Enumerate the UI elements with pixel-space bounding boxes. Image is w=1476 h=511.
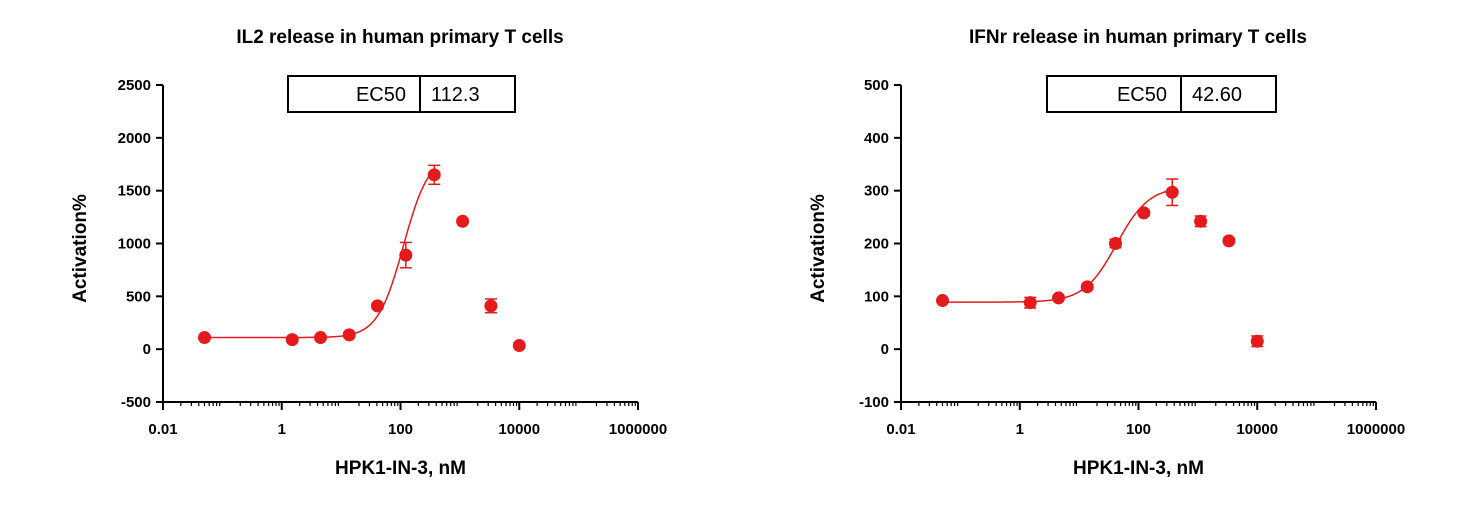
- data-point: [1137, 206, 1151, 220]
- y-tick-label: 1500: [118, 183, 151, 200]
- x-axis-label: HPK1-IN-3, nM: [335, 458, 466, 479]
- x-axis-label: HPK1-IN-3, nM: [1073, 458, 1204, 479]
- data-point: [198, 331, 212, 345]
- data-point: [936, 294, 950, 308]
- data-point: [456, 214, 470, 228]
- chart-svg-ifnr: IFNr release in human primary T cells -10…: [808, 27, 1405, 479]
- data-point: [371, 299, 385, 313]
- y-tick-label: 100: [864, 288, 889, 305]
- y-tick-label: 400: [864, 130, 889, 147]
- x-tick-label: 0.01: [886, 421, 915, 438]
- chart-svg-il2: IL2 release in human primary T cells -500…: [70, 27, 667, 479]
- y-tick-label: 300: [864, 183, 889, 200]
- x-tick-label: 10000: [1236, 421, 1278, 438]
- data-point: [1109, 237, 1123, 250]
- y-tick-label: 0: [143, 341, 151, 358]
- x-tick-label: 100: [1126, 421, 1151, 438]
- x-tick-label: 10000: [498, 421, 540, 438]
- x-tick-label: 1000000: [609, 421, 667, 438]
- data-point: [484, 299, 498, 313]
- y-tick-label: 500: [126, 288, 151, 305]
- ec50-label: EC50: [356, 84, 406, 106]
- data-point: [314, 331, 328, 345]
- data-point: [342, 328, 356, 342]
- chart-title: IFNr release in human primary T cells: [969, 27, 1307, 48]
- data-point: [1080, 280, 1094, 294]
- data-point: [1194, 214, 1208, 228]
- y-tick-label: -500: [121, 394, 151, 411]
- y-tick-label: 0: [881, 341, 889, 358]
- ec50-box: [1046, 75, 1277, 113]
- x-tick-label: 1000000: [1347, 421, 1405, 438]
- chart-title: IL2 release in human primary T cells: [236, 27, 563, 48]
- chart-panel-ifnr: IFNr release in human primary T cells -10…: [738, 0, 1476, 511]
- y-tick-label: 2500: [118, 77, 151, 94]
- y-tick-label: 200: [864, 236, 889, 253]
- x-tick-label: 1: [278, 421, 286, 438]
- x-tick-label: 1: [1016, 421, 1024, 438]
- y-tick-label: 1000: [118, 236, 151, 253]
- y-axis-label: Activation%: [70, 194, 91, 303]
- data-point: [1052, 291, 1066, 305]
- y-tick-label: 2000: [118, 130, 151, 147]
- chart-panel-il2: IL2 release in human primary T cells -500…: [70, 27, 667, 479]
- data-point: [1023, 296, 1037, 310]
- data-point: [427, 168, 441, 182]
- fit-curve: [942, 189, 1173, 303]
- data-point: [1165, 185, 1179, 199]
- data-point: [1250, 334, 1264, 348]
- data-point: [1222, 234, 1236, 248]
- data-point: [512, 338, 526, 352]
- data-point: [399, 248, 413, 262]
- ec50-value: 112.3: [431, 84, 480, 106]
- x-tick-label: 100: [388, 421, 413, 438]
- y-tick-label: -100: [859, 394, 889, 411]
- data-point: [285, 333, 299, 347]
- x-tick-label: 0.01: [148, 421, 177, 438]
- y-tick-label: 500: [864, 77, 889, 94]
- ec50-value: 42.60: [1192, 84, 1242, 106]
- ec50-box: [287, 75, 516, 113]
- ec50-label: EC50: [1117, 84, 1167, 106]
- y-axis-label: Activation%: [808, 194, 829, 303]
